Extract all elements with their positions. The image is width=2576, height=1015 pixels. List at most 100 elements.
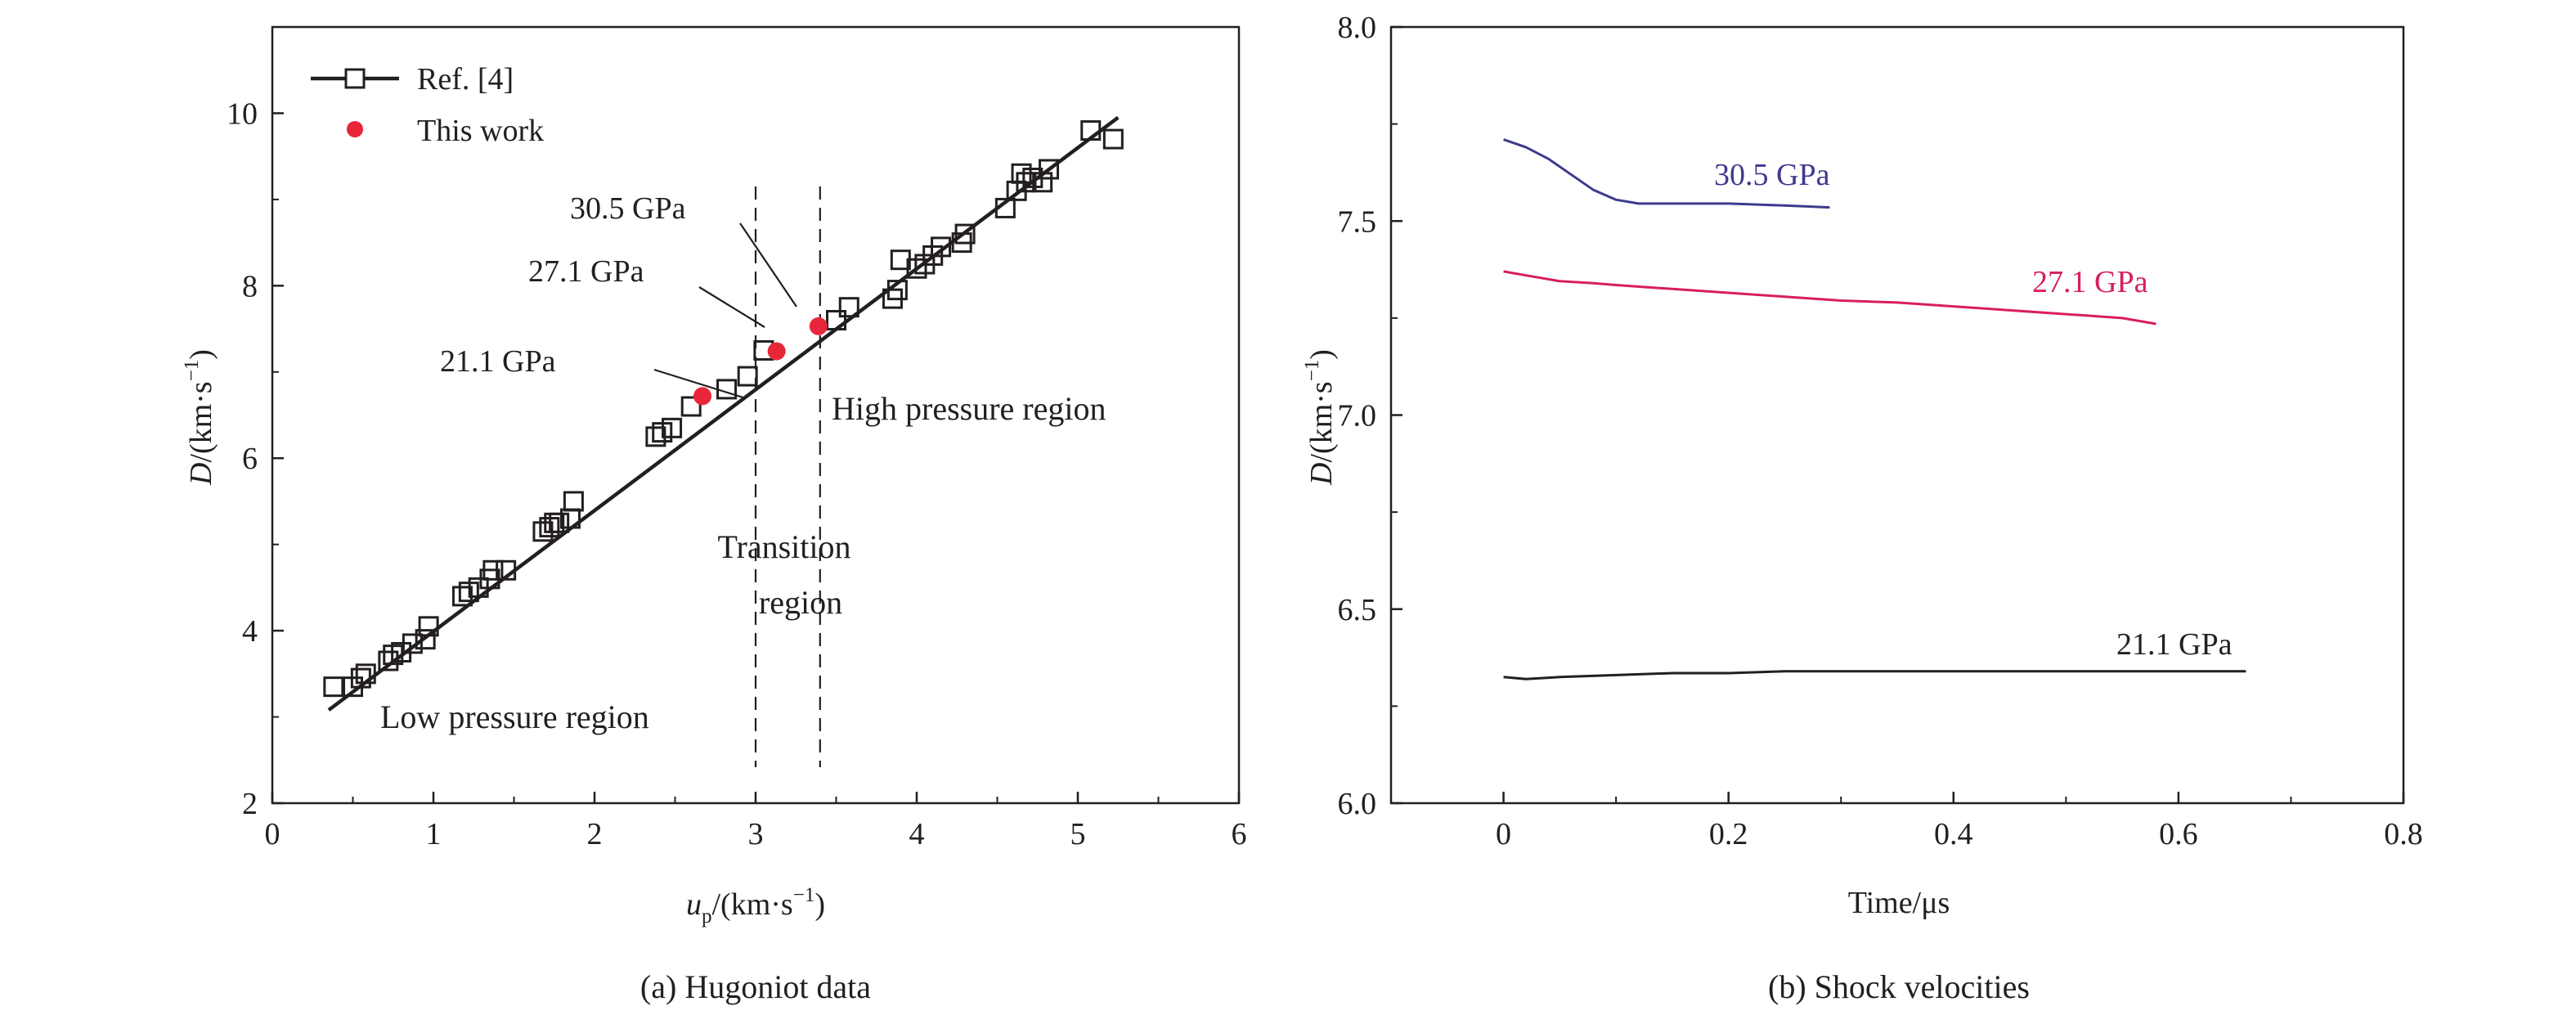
series-line-21-1-gpa: [1503, 670, 2246, 680]
b-x-tick-label: 0: [1496, 817, 1511, 851]
y-axis-label-a: D/(km·s−1): [181, 349, 218, 486]
y-axis-label-b-close: ): [1304, 349, 1339, 360]
a-x-tick-label: 1: [426, 817, 442, 851]
ref4-point: [496, 559, 517, 581]
ref4-point: [680, 396, 702, 417]
chart-a: 0 1 2 3 4 5 6 2 4 6 8 10 21.1 GPa 27.1 GPa 30.5 GP…: [181, 25, 1247, 1005]
ref4-point: [563, 491, 584, 512]
x-axis-label-a-exp: −1: [793, 884, 815, 906]
arrow-27-1: [698, 286, 765, 328]
ref4-point: [838, 297, 859, 318]
x-tick-labels-a: 0 1 2 3 4 5 6: [265, 817, 1247, 851]
legend-marker-this-work: [347, 121, 363, 137]
annotation-27-1: 27.1 GPa: [528, 254, 644, 289]
ref4-point: [994, 197, 1016, 218]
x-axis-label-a-main: u: [686, 887, 702, 922]
series-label-21-1: 21.1 GPa: [2116, 627, 2233, 662]
ref4-points: [323, 120, 1124, 698]
a-x-tick-label: 5: [1070, 817, 1086, 851]
x-tick-labels-b: 0 0.2 0.4 0.6 0.8: [1496, 817, 2423, 851]
x-axis-label-a-close: ): [815, 887, 825, 922]
caption-a: (a) Hugoniot data: [640, 968, 871, 1005]
arrow-30-5: [739, 222, 797, 308]
b-x-tick-label: 0.4: [1934, 817, 1973, 851]
annotation-transition-line2: region: [759, 584, 842, 621]
caption-b: (b) Shock velocities: [1768, 968, 2030, 1005]
ref4-point: [350, 667, 371, 689]
ref4-point: [737, 366, 758, 387]
ref4-point: [402, 633, 423, 654]
y-axis-label-b: D/(km·s−1): [1301, 349, 1339, 486]
b-y-tick-label: 6.5: [1338, 593, 1377, 627]
chart-b: 0 0.2 0.4 0.6 0.8 6.0 6.5 7.0 7.5 8.0 30.5 GPa 2…: [1301, 11, 2423, 1005]
series-label-27-1: 27.1 GPa: [2032, 265, 2148, 299]
arrow-21-1: [653, 368, 747, 400]
b-x-tick-label: 0.6: [2159, 817, 2198, 851]
a-y-tick-label: 10: [227, 97, 258, 131]
y-tick-labels-b: 6.0 6.5 7.0 7.5 8.0: [1338, 11, 1377, 821]
b-y-tick-label: 7.0: [1338, 399, 1377, 433]
a-y-tick-label: 6: [242, 442, 258, 476]
annotation-21-1: 21.1 GPa: [440, 344, 556, 379]
x-axis-label-a: up/(km·s−1): [686, 884, 825, 927]
ref4-point: [1039, 159, 1060, 180]
a-y-tick-label: 2: [242, 787, 258, 821]
y-axis-label-a-close: ): [184, 349, 218, 360]
y-axis-label-a-main: D: [184, 463, 218, 486]
ref4-point: [1032, 172, 1053, 193]
annotation-high-pressure: High pressure region: [832, 390, 1106, 427]
shock-velocity-lines: [1503, 138, 2246, 680]
this-work-point: [767, 342, 786, 361]
ref4-point: [415, 629, 436, 650]
annotation-arrows: [653, 222, 797, 400]
a-y-tick-label: 4: [242, 614, 258, 649]
a-x-tick-label: 2: [587, 817, 603, 851]
fit-line: [327, 115, 1120, 712]
ref4-point: [826, 310, 846, 331]
ref4-point: [954, 223, 976, 245]
ref4-point: [323, 676, 344, 698]
a-x-tick-label: 0: [265, 817, 280, 851]
ref4-point: [418, 616, 439, 637]
region-divider-lines: [754, 186, 821, 767]
axis-ticks-a: [271, 112, 1241, 805]
b-x-tick-label: 0.8: [2384, 817, 2423, 851]
axis-ticks-b: [1391, 25, 2405, 805]
legend-label-this-work: This work: [417, 114, 544, 148]
a-x-tick-label: 3: [748, 817, 764, 851]
a-x-tick-label: 6: [1232, 817, 1247, 851]
y-tick-labels-a: 2 4 6 8 10: [227, 97, 258, 821]
series-line-30-5-gpa: [1503, 138, 1830, 209]
this-work-points: [693, 317, 828, 406]
plot-frame-b: [1389, 25, 2405, 805]
legend-label-ref4: Ref. [4]: [417, 62, 514, 97]
y-axis-label-b-unit: /(km·s: [1304, 381, 1339, 462]
ref4-point: [1102, 128, 1124, 150]
series-line-27-1-gpa: [1503, 270, 2156, 326]
series-label-30-5: 30.5 GPa: [1714, 158, 1830, 192]
b-x-tick-label: 0.2: [1709, 817, 1748, 851]
x-axis-label-a-sub: p: [702, 905, 712, 927]
legend-a: Ref. [4] This work: [311, 62, 544, 148]
annotation-low-pressure: Low pressure region: [380, 698, 649, 735]
ref4-point: [662, 417, 683, 438]
a-x-tick-label: 4: [909, 817, 925, 851]
ref4-point: [886, 280, 908, 301]
ref4-point: [716, 379, 738, 400]
ref4-point: [482, 559, 504, 581]
annotation-30-5: 30.5 GPa: [570, 191, 686, 226]
b-y-tick-label: 7.5: [1338, 204, 1377, 239]
fit-line-group: [327, 115, 1120, 712]
x-axis-label-a-unit: /(km·s: [712, 887, 793, 922]
ref4-point: [1016, 172, 1037, 193]
b-y-tick-label: 6.0: [1338, 787, 1377, 821]
a-y-tick-label: 8: [242, 269, 258, 303]
ref4-point: [931, 236, 952, 258]
annotation-transition: Transition: [717, 528, 850, 565]
this-work-point: [693, 387, 711, 406]
y-axis-label-a-exp: −1: [181, 360, 203, 382]
y-axis-label-b-main: D: [1304, 463, 1339, 486]
this-work-point: [809, 317, 828, 335]
ref4-point: [549, 512, 570, 533]
